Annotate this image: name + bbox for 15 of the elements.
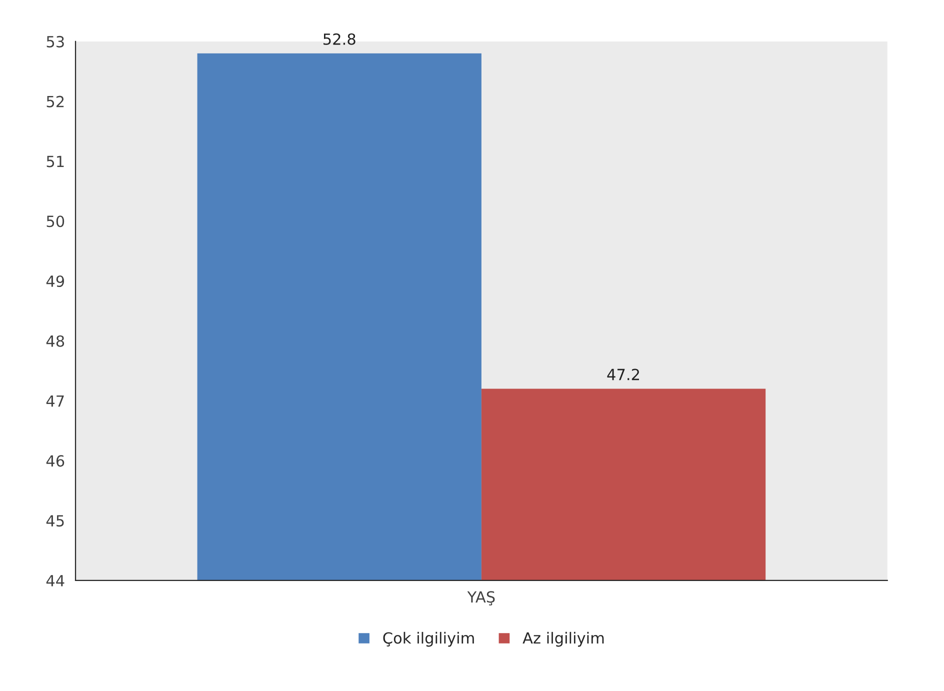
y-tick-label: 51 bbox=[46, 156, 64, 168]
x-tick-label: YAŞ bbox=[467, 591, 495, 606]
data-label: 52.8 bbox=[324, 33, 356, 45]
legend-label: Çok ilgiliyim bbox=[383, 632, 474, 647]
data-label: 47.2 bbox=[607, 368, 639, 380]
y-tick-label: 45 bbox=[46, 515, 64, 527]
y-tick-label: 47 bbox=[46, 395, 64, 407]
legend-label: Az ilgiliyim bbox=[522, 632, 604, 647]
y-tick-label: 49 bbox=[46, 275, 64, 288]
y-tick-label: 53 bbox=[46, 36, 64, 48]
y-tick-label: 46 bbox=[46, 455, 64, 467]
y-tick-label: 44 bbox=[46, 575, 64, 586]
y-tick-label: 52 bbox=[46, 96, 64, 108]
y-tick-label: 48 bbox=[46, 335, 64, 347]
y-tick-label: 50 bbox=[46, 216, 64, 228]
